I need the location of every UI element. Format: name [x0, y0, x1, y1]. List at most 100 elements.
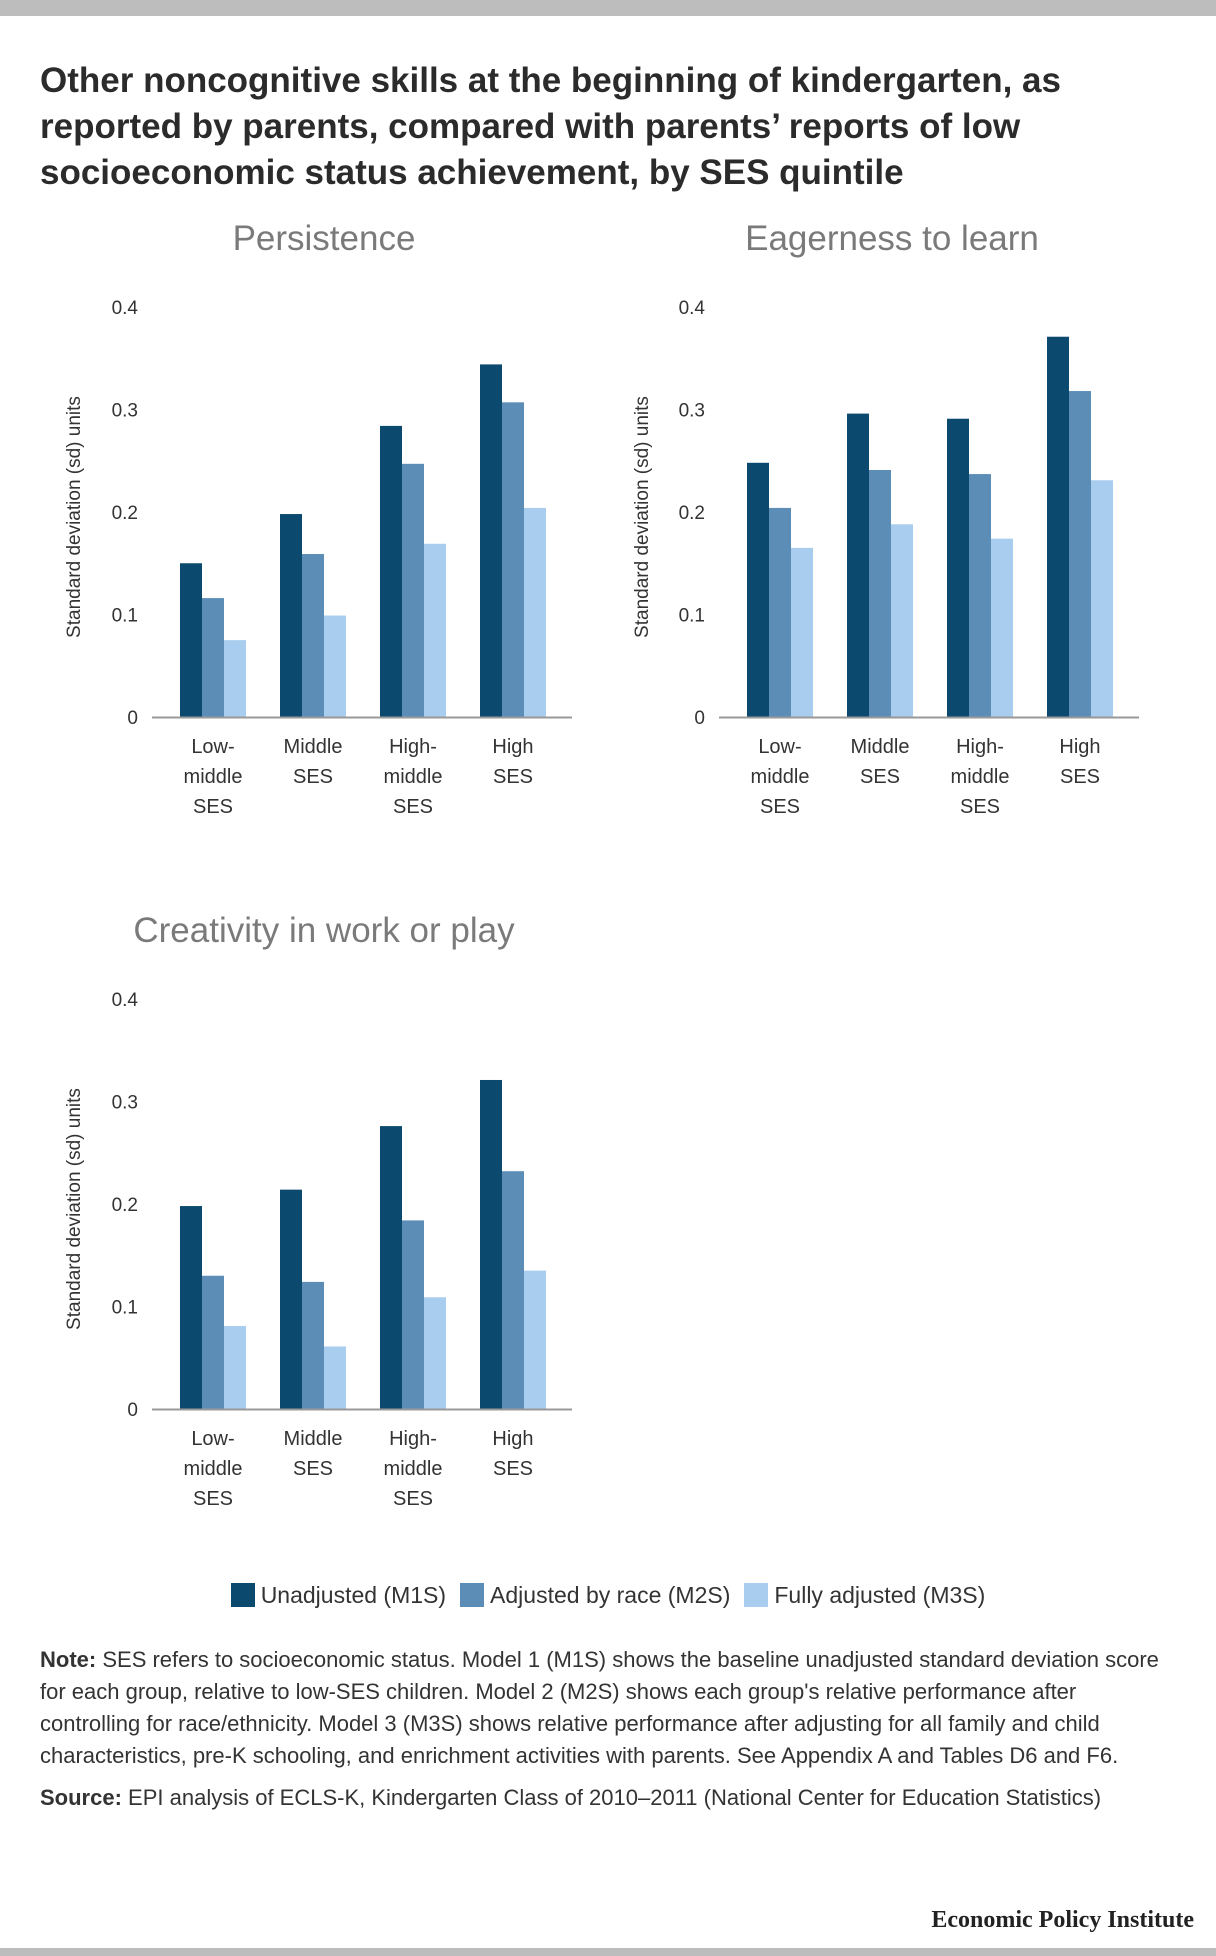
- x-tick-label: High: [492, 736, 533, 758]
- page-title: Other noncognitive skills at the beginni…: [40, 61, 1061, 192]
- x-tick-label: SES: [393, 1488, 433, 1510]
- x-tick-label: Middle: [284, 736, 343, 758]
- chart-title: Persistence: [233, 219, 416, 258]
- x-tick-label: High: [492, 1428, 533, 1450]
- source-text: EPI analysis of ECLS-K, Kindergarten Cla…: [128, 1785, 1102, 1810]
- bar-1-0: [180, 563, 202, 717]
- bottom-border: [0, 1948, 1216, 1956]
- y-tick-label: 0.4: [112, 298, 139, 319]
- x-tick-label: middle: [384, 1458, 443, 1480]
- x-tick-label: SES: [960, 796, 1000, 818]
- legend-label: Unadjusted (M1S): [260, 1581, 447, 1608]
- x-tick-label: High-: [389, 736, 437, 758]
- bar-3-2: [424, 543, 446, 717]
- bar-3-1: [324, 1346, 346, 1409]
- bar-3-3: [524, 507, 546, 717]
- legend-item-1: Adjusted by race (M2S): [460, 1582, 730, 1609]
- y-tick-label: 0: [694, 708, 705, 729]
- legend-swatch: [230, 1583, 255, 1607]
- x-tick-label: SES: [293, 1458, 333, 1480]
- legend-swatch: [744, 1583, 769, 1607]
- x-tick-label: Low-: [191, 1428, 234, 1450]
- y-axis-label: Standard deviation (sd) units: [64, 396, 85, 638]
- y-axis-label: Standard deviation (sd) units: [632, 396, 653, 638]
- y-tick-label: 0.3: [112, 401, 138, 422]
- notes-section: Note: SES refers to socioeconomic status…: [40, 1644, 1180, 1824]
- y-tick-label: 0.2: [679, 503, 705, 524]
- bar-2-2: [969, 474, 991, 717]
- x-tick-label: High: [1059, 736, 1100, 758]
- bar-3-1: [324, 615, 346, 717]
- bar-1-3: [1047, 336, 1069, 717]
- y-tick-label: 0.2: [112, 1195, 138, 1216]
- chart-title: Eagerness to learn: [745, 219, 1039, 258]
- y-tick-label: 0.4: [679, 298, 706, 319]
- bar-2-1: [869, 469, 891, 717]
- y-tick-label: 0: [127, 708, 138, 729]
- bar-1-3: [480, 1079, 502, 1409]
- x-tick-label: middle: [951, 766, 1010, 788]
- bar-1-0: [747, 462, 769, 717]
- bar-1-2: [380, 1126, 402, 1409]
- x-tick-label: SES: [1060, 766, 1100, 788]
- note-label: Note:: [40, 1647, 97, 1672]
- bar-3-2: [991, 538, 1013, 717]
- x-tick-label: middle: [184, 766, 243, 788]
- bar-2-0: [769, 507, 791, 717]
- y-tick-label: 0.3: [679, 401, 705, 422]
- chart-legend: Unadjusted (M1S) Adjusted by race (M2S) Fu…: [0, 1578, 1216, 1612]
- y-tick-label: 0.2: [112, 503, 138, 524]
- source-label: Source:: [40, 1785, 122, 1810]
- x-tick-label: SES: [860, 766, 900, 788]
- bar-3-2: [424, 1297, 446, 1409]
- y-tick-label: 0.1: [679, 606, 705, 627]
- x-tick-label: Middle: [284, 1428, 343, 1450]
- bar-2-2: [402, 463, 424, 717]
- y-tick-label: 0.3: [112, 1093, 138, 1114]
- x-tick-label: Low-: [191, 736, 234, 758]
- bar-2-1: [302, 1281, 324, 1409]
- bar-2-3: [502, 1171, 524, 1409]
- y-tick-label: 0.1: [112, 606, 138, 627]
- bar-2-0: [202, 598, 224, 717]
- x-tick-label: middle: [751, 766, 810, 788]
- y-axis-label: Standard deviation (sd) units: [64, 1088, 85, 1330]
- x-tick-label: middle: [384, 766, 443, 788]
- bar-2-2: [402, 1220, 424, 1409]
- bar-1-2: [947, 418, 969, 717]
- y-tick-label: 0: [127, 1400, 138, 1421]
- note-text: SES refers to socioeconomic status. Mode…: [40, 1647, 1159, 1768]
- x-tick-label: High-: [389, 1428, 437, 1450]
- x-tick-label: Low-: [758, 736, 801, 758]
- bar-1-3: [480, 364, 502, 717]
- x-tick-label: SES: [193, 796, 233, 818]
- bar-2-3: [502, 402, 524, 717]
- source-paragraph: Source: EPI analysis of ECLS-K, Kinderga…: [40, 1782, 1180, 1814]
- bar-2-3: [1069, 391, 1091, 717]
- bar-1-1: [280, 1189, 302, 1409]
- bar-1-0: [180, 1206, 202, 1409]
- y-tick-label: 0.4: [112, 990, 139, 1011]
- bar-3-0: [224, 640, 246, 717]
- x-tick-label: middle: [184, 1458, 243, 1480]
- bar-3-1: [891, 524, 913, 717]
- bar-3-3: [1091, 480, 1113, 717]
- x-tick-label: SES: [493, 1458, 533, 1480]
- x-tick-label: High-: [956, 736, 1004, 758]
- x-tick-label: Middle: [851, 736, 910, 758]
- bar-1-2: [380, 425, 402, 717]
- legend-label: Fully adjusted (M3S): [774, 1581, 986, 1608]
- bar-1-1: [280, 514, 302, 717]
- legend-swatch: [460, 1583, 485, 1607]
- x-tick-label: SES: [293, 766, 333, 788]
- x-tick-label: SES: [493, 766, 533, 788]
- x-tick-label: SES: [760, 796, 800, 818]
- bar-3-0: [224, 1325, 246, 1409]
- x-tick-label: SES: [193, 1488, 233, 1510]
- top-border: [0, 0, 1216, 16]
- bar-3-0: [791, 547, 813, 717]
- bar-3-3: [524, 1270, 546, 1409]
- chart-title: Creativity in work or play: [133, 911, 515, 950]
- bar-2-1: [302, 554, 324, 717]
